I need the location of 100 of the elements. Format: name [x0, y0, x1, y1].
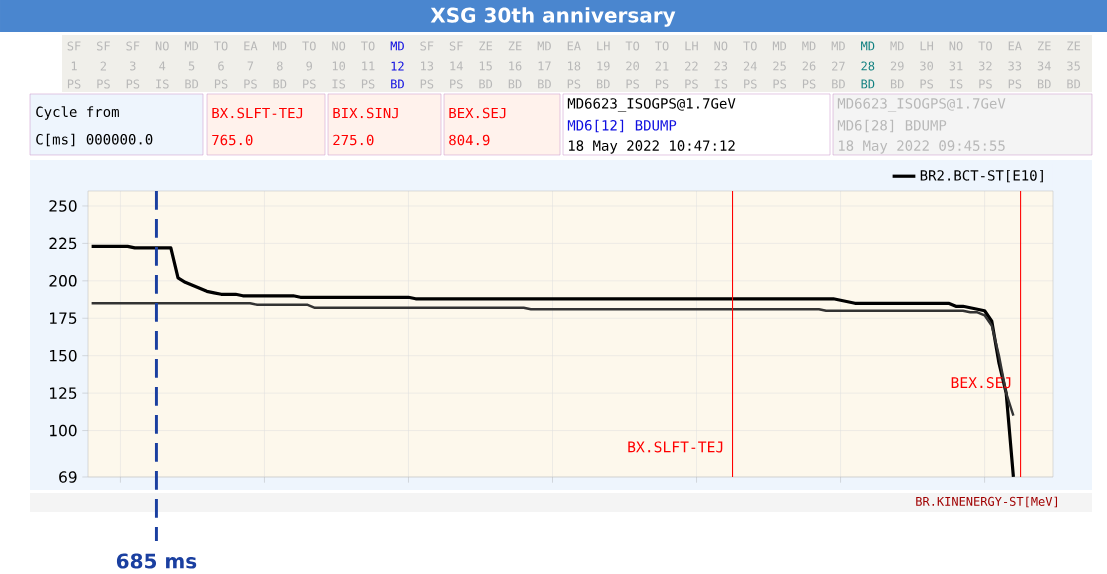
text: PS	[420, 79, 434, 89]
text: PS	[126, 79, 140, 89]
text: MD6[12] BDUMP	[567, 119, 677, 133]
text: Cycle from	[36, 106, 119, 120]
text: 20	[626, 61, 640, 71]
text: PS	[361, 79, 375, 89]
text: 26	[802, 61, 816, 71]
text: 17	[538, 61, 551, 71]
text: ZE	[479, 41, 493, 51]
text: SF	[97, 41, 110, 51]
legend-label: BR2.BCT-ST[E10]	[920, 169, 1043, 183]
text: MD	[831, 41, 845, 51]
text: PS	[1008, 79, 1022, 89]
text: EA	[567, 41, 581, 51]
text: MD6623_ISOGPS@1.7GeV	[567, 98, 736, 112]
text: 2	[100, 61, 107, 71]
text: ZE	[1067, 41, 1081, 51]
text: PS	[655, 79, 669, 89]
text: 18 May 2022 10:47:12	[568, 140, 735, 154]
text: EA	[1008, 41, 1022, 51]
y-tick-label: 200	[49, 275, 77, 287]
y-tick-label: 225	[49, 237, 77, 250]
text: PS	[67, 79, 81, 89]
chart-title: XSG 30th anniversary	[430, 7, 676, 27]
text: 16	[509, 61, 522, 71]
text: MD	[390, 41, 404, 51]
text: BD	[185, 79, 199, 89]
text: MD	[861, 41, 875, 51]
text: BD	[479, 79, 493, 89]
text: NO	[949, 41, 963, 51]
text: NO	[332, 41, 346, 51]
text: PS	[214, 79, 228, 89]
y-tick-label: 175	[50, 312, 77, 324]
text: 28	[861, 61, 875, 71]
text: BD	[596, 79, 610, 89]
text: 30	[920, 61, 934, 71]
text: 685 ms	[116, 553, 197, 569]
text: 24	[743, 61, 757, 71]
text: BD	[508, 79, 522, 89]
text: TO	[655, 41, 669, 51]
text: BX.SLFT-TEJ	[212, 107, 303, 119]
text: TO	[743, 41, 757, 51]
text: 3	[129, 61, 136, 71]
y-tick-label: 125	[50, 387, 77, 399]
text: BD	[391, 79, 404, 89]
text: BR.KINENERGY-ST[MeV]	[916, 496, 1058, 508]
text: 18	[568, 61, 581, 71]
text: 18 May 2022 09:45:55	[838, 140, 1005, 154]
text: LH	[920, 41, 934, 51]
text: 32	[978, 61, 992, 71]
text: TO	[625, 41, 640, 51]
text: PS	[626, 79, 640, 89]
text: SF	[449, 41, 463, 51]
text: 1	[71, 61, 77, 71]
y-tick-label: 150	[50, 349, 77, 362]
text: 19	[597, 61, 610, 71]
text: 23	[714, 61, 728, 71]
text: NO	[714, 41, 728, 51]
text: C[ms] 000000.0	[36, 133, 153, 147]
text: 12	[391, 61, 404, 71]
text: 765.0	[212, 134, 253, 146]
text: BD	[1037, 79, 1051, 89]
text: TO	[302, 41, 316, 51]
text: MD	[184, 41, 199, 51]
text: MD6623_ISOGPS@1.7GeV	[837, 98, 1006, 112]
text: MD	[772, 41, 787, 51]
text: BEX.SEJ	[449, 107, 506, 119]
text: 275.0	[333, 134, 374, 146]
text: 33	[1008, 61, 1022, 71]
text: 804.9	[449, 134, 490, 146]
text: PS	[773, 79, 787, 89]
text: BIX.SINJ	[333, 107, 398, 119]
text: 35	[1067, 61, 1080, 71]
text: MD	[273, 41, 287, 51]
text: MD	[802, 41, 816, 51]
text: ZE	[508, 41, 522, 51]
text: 29	[890, 61, 904, 71]
text: BD	[1067, 79, 1081, 89]
y-tick-label: 100	[50, 424, 77, 437]
text: TO	[214, 41, 228, 51]
text: PS	[567, 79, 581, 89]
text: NO	[155, 41, 169, 51]
text: PS	[802, 79, 816, 89]
text: TO	[361, 41, 375, 51]
text: BD	[861, 79, 875, 89]
text: MD	[890, 41, 904, 51]
text: BD	[273, 79, 287, 89]
text: 15	[479, 61, 492, 71]
text: 21	[655, 61, 669, 71]
annotation: BX.SLFT-TEJ	[628, 441, 723, 453]
text: MD	[537, 41, 551, 51]
text: MD6[28] BDUMP	[837, 119, 947, 133]
text: BD	[890, 79, 904, 89]
text: 13	[421, 61, 434, 71]
y-tick-label: 69	[59, 471, 77, 483]
text: 10	[332, 61, 346, 71]
text: PS	[920, 79, 934, 89]
text: IS	[156, 79, 169, 89]
y-tick-label: 250	[49, 200, 77, 212]
text: IS	[949, 79, 963, 89]
